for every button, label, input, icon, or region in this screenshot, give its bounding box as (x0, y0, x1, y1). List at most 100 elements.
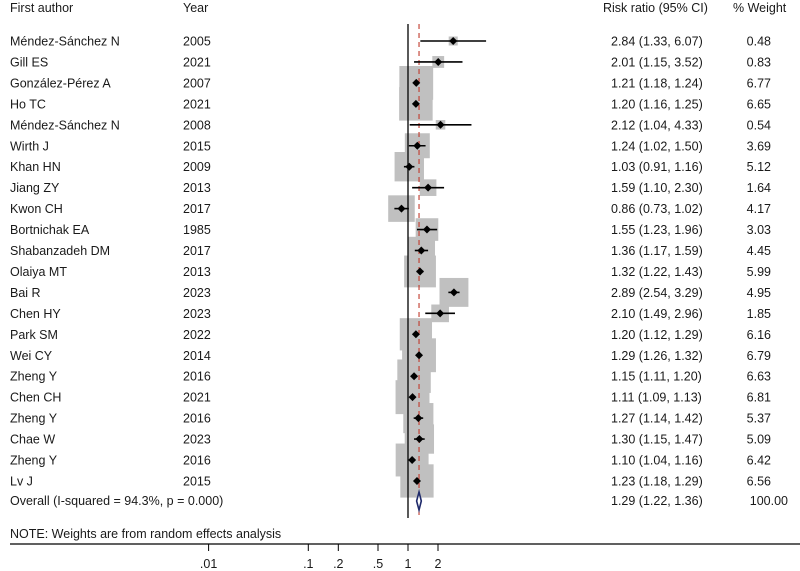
point-estimate (405, 162, 414, 171)
study-author: Méndez-Sánchez N (10, 118, 120, 132)
study-weight: 6.42 (747, 454, 771, 468)
study-ci: 1.30 (1.15, 1.47) (611, 433, 703, 447)
study-author: Lv J (10, 474, 33, 488)
study-weight: 4.17 (747, 202, 771, 216)
study-author: Chae W (10, 433, 55, 447)
study-weight: 6.65 (747, 97, 771, 111)
study-author: Jiang ZY (10, 181, 60, 195)
study-ci: 2.01 (1.15, 3.52) (611, 55, 703, 69)
study-weight: 4.45 (747, 244, 771, 258)
study-year: 2021 (183, 55, 211, 69)
study-rows: Méndez-Sánchez N 2005 2.84 (1.33, 6.07) 0.4… (10, 35, 771, 489)
study-author: Zheng Y (10, 370, 58, 384)
study-weight: 6.77 (747, 76, 771, 90)
overall-ci: 1.29 (1.22, 1.36) (611, 494, 703, 508)
study-year: 2008 (183, 118, 211, 132)
study-author: Chen HY (10, 307, 61, 321)
study-year: 2022 (183, 328, 211, 342)
header-year: Year (183, 1, 208, 15)
overall-weight: 100.00 (750, 494, 788, 508)
study-year: 2007 (183, 76, 211, 90)
study-weight: 0.83 (747, 55, 771, 69)
study-author: Khan HN (10, 160, 61, 174)
study-ci: 2.12 (1.04, 4.33) (611, 118, 703, 132)
x-tick-label: 1 (405, 557, 412, 571)
study-weight: 1.64 (747, 181, 771, 195)
study-year: 2013 (183, 265, 211, 279)
point-estimate (411, 330, 420, 339)
study-year: 1985 (183, 223, 211, 237)
study-weight: 4.95 (747, 286, 771, 300)
x-tick-label: .2 (333, 557, 343, 571)
header-weight: % Weight (733, 1, 787, 15)
point-estimate (397, 204, 406, 213)
study-ci: 1.29 (1.26, 1.32) (611, 349, 703, 363)
study-author: Gill ES (10, 55, 48, 69)
point-estimate (417, 246, 426, 255)
study-ci: 1.23 (1.18, 1.29) (611, 474, 703, 488)
point-estimate (408, 456, 417, 464)
x-tick-label: .5 (373, 557, 383, 571)
study-weight: 6.63 (747, 370, 771, 384)
study-weight: 3.69 (747, 139, 771, 153)
study-author: Zheng Y (10, 454, 58, 468)
study-weight: 3.03 (747, 223, 771, 237)
point-estimate (416, 267, 425, 276)
study-weight: 5.09 (747, 433, 771, 447)
point-estimate (410, 372, 419, 381)
note-text: NOTE: Weights are from random effects an… (10, 527, 281, 541)
study-author: Méndez-Sánchez N (10, 35, 120, 49)
column-headers: First author Year Risk ratio (95% CI) % … (10, 1, 787, 15)
study-ci: 2.84 (1.33, 6.07) (611, 35, 703, 49)
study-author: Wirth J (10, 139, 49, 153)
study-weight: 6.79 (747, 349, 771, 363)
study-author: Olaiya MT (10, 265, 67, 279)
study-year: 2015 (183, 474, 211, 488)
study-year: 2013 (183, 181, 211, 195)
study-weight: 5.37 (747, 412, 771, 426)
study-ci: 0.86 (0.73, 1.02) (611, 202, 703, 216)
study-author: Shabanzadeh DM (10, 244, 110, 258)
study-weight: 1.85 (747, 307, 771, 321)
study-ci: 1.59 (1.10, 2.30) (611, 181, 703, 195)
point-estimate (408, 393, 417, 402)
study-ci: 1.27 (1.14, 1.42) (611, 412, 703, 426)
study-ci: 1.36 (1.17, 1.59) (611, 244, 703, 258)
point-estimate (449, 288, 458, 297)
point-estimate (415, 351, 424, 360)
study-weight: 0.48 (747, 35, 771, 49)
header-ci: Risk ratio (95% CI) (603, 1, 708, 15)
header-author: First author (10, 1, 73, 15)
study-ci: 1.20 (1.12, 1.29) (611, 328, 703, 342)
point-estimate (436, 309, 445, 318)
study-year: 2016 (183, 370, 211, 384)
point-estimate (434, 57, 443, 66)
study-ci: 2.89 (2.54, 3.29) (611, 286, 703, 300)
study-year: 2017 (183, 202, 211, 216)
study-year: 2023 (183, 307, 211, 321)
study-author: Ho TC (10, 97, 46, 111)
point-estimate (449, 37, 458, 45)
study-ci: 1.21 (1.18, 1.24) (611, 76, 703, 90)
study-year: 2009 (183, 160, 211, 174)
point-estimate (411, 99, 420, 108)
study-weight: 5.99 (747, 265, 771, 279)
study-year: 2023 (183, 286, 211, 300)
study-weight: 6.81 (747, 391, 771, 405)
study-author: Zheng Y (10, 412, 58, 426)
study-year: 2021 (183, 391, 211, 405)
study-year: 2023 (183, 433, 211, 447)
study-weight: 5.12 (747, 160, 771, 174)
point-estimate (414, 414, 423, 423)
point-estimate (413, 141, 422, 150)
study-author: Bai R (10, 286, 41, 300)
study-author: Bortnichak EA (10, 223, 90, 237)
study-author: Park SM (10, 328, 58, 342)
overall-diamond (415, 488, 423, 514)
study-author: Chen CH (10, 391, 61, 405)
x-tick-label: .01 (200, 557, 217, 571)
study-year: 2017 (183, 244, 211, 258)
x-tick-label: 2 (435, 557, 442, 571)
overall-row: Overall (I-squared = 94.3%, p = 0.000) 1… (10, 494, 788, 508)
study-year: 2014 (183, 349, 211, 363)
